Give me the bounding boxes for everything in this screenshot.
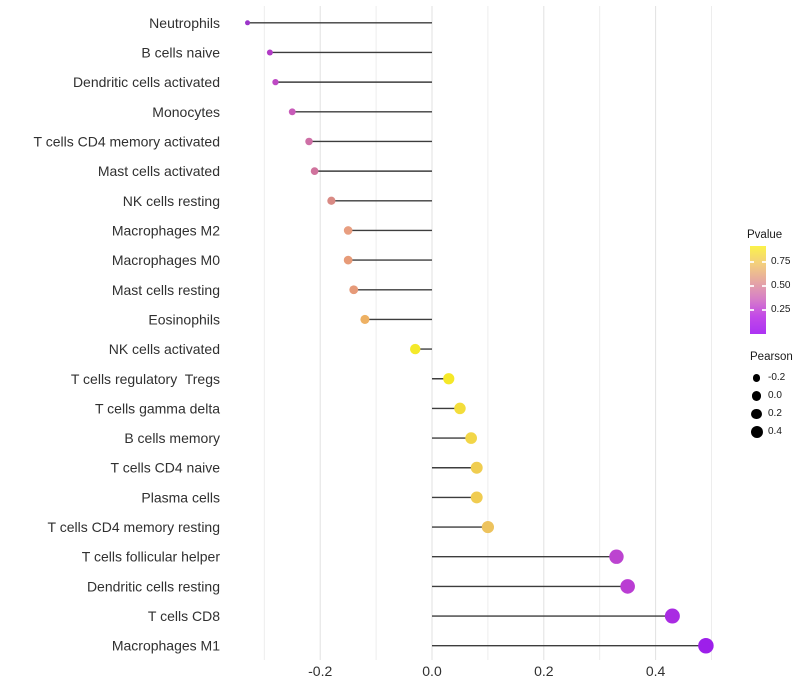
pearson-size-dot <box>752 374 761 382</box>
y-axis-label: B cells memory <box>124 430 220 446</box>
y-axis-label: Neutrophils <box>149 15 220 31</box>
y-axis-label: B cells naive <box>141 44 220 60</box>
pearson-size-label: 0.2 <box>768 408 782 419</box>
y-axis-label: Macrophages M0 <box>112 252 220 268</box>
data-point <box>443 373 455 385</box>
data-point <box>245 20 251 26</box>
data-point <box>470 491 483 504</box>
pearson-size-dot <box>751 391 762 401</box>
pvalue-legend-title: Pvalue <box>747 229 783 241</box>
y-axis-label: Mast cells resting <box>112 282 220 298</box>
colorbar-tick-mark <box>762 261 766 263</box>
colorbar-tick-mark <box>750 285 754 287</box>
pvalue-tick-label: 0.25 <box>771 303 791 315</box>
y-axis-label: Dendritic cells activated <box>73 74 220 90</box>
data-point <box>272 78 279 86</box>
data-point <box>305 137 313 146</box>
data-point <box>481 520 494 534</box>
y-axis-label: Macrophages M2 <box>112 222 220 238</box>
data-point <box>288 108 296 116</box>
data-point <box>465 432 477 444</box>
data-point <box>470 461 483 474</box>
y-axis-label: T cells CD4 memory activated <box>34 133 220 149</box>
y-axis-label: T cells CD8 <box>148 608 220 624</box>
pearson-size-dot <box>750 426 763 438</box>
colorbar-tick-mark <box>750 309 754 311</box>
data-point <box>664 608 680 624</box>
pvalue-colorbar <box>750 246 766 334</box>
pearson-size-label: 0.4 <box>768 426 782 437</box>
data-point <box>698 637 714 654</box>
pearson-size-dot <box>751 408 762 420</box>
pearson-legend-title: Pearson <box>750 351 793 363</box>
colorbar-tick-mark <box>750 261 754 263</box>
data-point <box>410 343 421 355</box>
data-point <box>327 196 336 205</box>
y-axis-label: T cells CD4 memory resting <box>48 519 220 535</box>
y-axis-label: T cells follicular helper <box>82 549 221 565</box>
y-axis-label: T cells gamma delta <box>95 400 220 416</box>
y-axis-label: Eosinophils <box>148 311 220 327</box>
x-axis-tick-label: 0.4 <box>646 663 666 679</box>
x-axis-tick-label: 0.2 <box>534 663 554 679</box>
data-point <box>620 579 635 594</box>
colorbar-tick-mark <box>762 309 766 311</box>
data-point <box>343 226 353 235</box>
y-axis-label: Mast cells activated <box>98 163 220 179</box>
data-point <box>349 285 359 295</box>
pvalue-tick-label: 0.50 <box>771 279 791 291</box>
pearson-size-label: 0.0 <box>768 390 782 401</box>
y-axis-label: Dendritic cells resting <box>87 578 220 594</box>
data-point <box>343 255 353 265</box>
x-axis-tick-label: 0.0 <box>422 663 442 679</box>
y-axis-label: T cells regulatory Tregs <box>71 371 220 387</box>
data-point <box>266 49 273 56</box>
pearson-size-label: -0.2 <box>768 372 786 383</box>
data-point <box>609 549 624 564</box>
y-axis-label: Plasma cells <box>141 489 220 505</box>
y-axis-label: Macrophages M1 <box>112 638 220 654</box>
colorbar-tick-mark <box>762 285 766 287</box>
x-axis-tick-label: -0.2 <box>308 663 332 679</box>
y-axis-label: NK cells activated <box>109 341 220 357</box>
data-point <box>360 314 370 324</box>
data-point <box>310 167 319 175</box>
y-axis-label: NK cells resting <box>123 193 220 209</box>
y-axis-label: Monocytes <box>152 104 220 120</box>
data-point <box>454 402 466 415</box>
y-axis-label: T cells CD4 naive <box>111 460 221 476</box>
pvalue-tick-label: 0.75 <box>771 255 791 267</box>
